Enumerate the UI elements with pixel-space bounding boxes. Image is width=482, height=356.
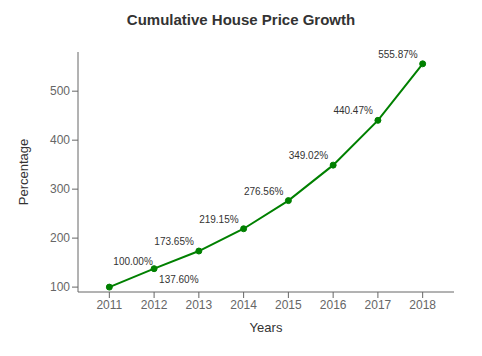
svg-text:2011: 2011 bbox=[96, 298, 122, 312]
svg-text:2018: 2018 bbox=[409, 298, 436, 312]
svg-text:Percentage: Percentage bbox=[16, 139, 31, 206]
svg-text:555.87%: 555.87% bbox=[378, 49, 418, 60]
svg-text:349.02%: 349.02% bbox=[289, 150, 329, 161]
svg-text:100.00%: 100.00% bbox=[113, 256, 153, 267]
svg-text:2013: 2013 bbox=[186, 298, 213, 312]
svg-text:2016: 2016 bbox=[320, 298, 347, 312]
svg-text:400: 400 bbox=[50, 133, 70, 147]
svg-text:2017: 2017 bbox=[365, 298, 392, 312]
svg-text:Years: Years bbox=[250, 320, 283, 335]
svg-text:2012: 2012 bbox=[141, 298, 168, 312]
svg-text:2015: 2015 bbox=[275, 298, 302, 312]
svg-text:137.60%: 137.60% bbox=[159, 274, 199, 285]
svg-text:219.15%: 219.15% bbox=[199, 214, 239, 225]
svg-text:500: 500 bbox=[50, 84, 70, 98]
svg-text:440.47%: 440.47% bbox=[333, 105, 373, 116]
svg-text:173.65%: 173.65% bbox=[154, 236, 194, 247]
svg-text:300: 300 bbox=[50, 182, 70, 196]
svg-text:200: 200 bbox=[50, 231, 70, 245]
svg-text:100: 100 bbox=[50, 280, 70, 294]
svg-text:2014: 2014 bbox=[230, 298, 257, 312]
svg-text:276.56%: 276.56% bbox=[244, 186, 284, 197]
html-text:Cumulative House Price Growth: Cumulative House Price Growth bbox=[126, 11, 356, 28]
